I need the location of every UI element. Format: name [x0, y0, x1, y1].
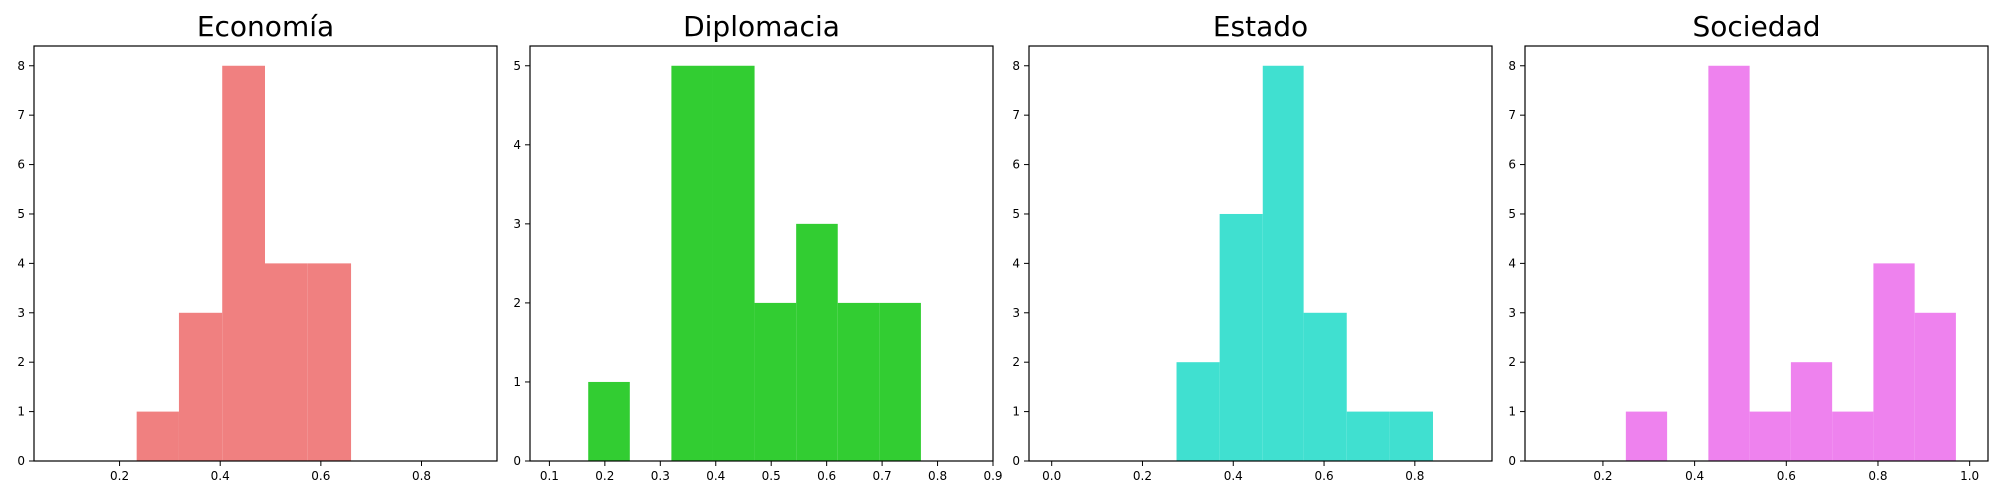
y-tick-label: 6 — [1508, 158, 1516, 172]
x-tick-label: 0.4 — [1224, 469, 1243, 483]
histogram-bar — [1262, 65, 1304, 461]
histogram-bar — [136, 411, 179, 461]
panel-diplomacia: Diplomacia 0.1 0.2 0.3 0.4 0.5 0.6 0.7 0.8 0.9 0 1… — [513, 10, 1002, 483]
x-tick-label: 0.4 — [1685, 469, 1704, 483]
axes-frame — [1524, 45, 1989, 462]
x-tick-label: 0.6 — [1777, 469, 1796, 483]
x-tick-label: 0.6 — [1315, 469, 1334, 483]
histogram-bar — [796, 223, 838, 461]
x-tick-label: 0.4 — [706, 469, 725, 483]
y-tick-label: 1 — [1508, 405, 1516, 419]
y-tick-label: 4 — [17, 256, 25, 270]
histogram-bar — [1832, 411, 1874, 461]
y-tick-label: 6 — [1012, 158, 1020, 172]
x-tick-label: 0.2 — [1593, 469, 1612, 483]
y-tick-label: 6 — [17, 158, 25, 172]
axes-frame — [1028, 45, 1493, 462]
y-tick-label: 4 — [1508, 256, 1516, 270]
x-tick-label: 0.0 — [1042, 469, 1061, 483]
histogram-bar — [264, 263, 308, 461]
panel-title-diplomacia: Diplomacia — [683, 10, 840, 43]
x-tick-label: 0.6 — [817, 469, 836, 483]
histogram-bar — [1790, 362, 1833, 461]
panel-estado: Estado 0.0 0.2 0.4 0.6 0.8 0 1 2 3 4 5 6 7 8 — [1012, 10, 1493, 483]
y-tick-label: 0 — [513, 454, 521, 468]
panel-title-economia: Economía — [197, 10, 334, 43]
histogram-bar — [588, 381, 630, 461]
y-tick-label: 5 — [17, 207, 25, 221]
y-tick-label: 8 — [1012, 59, 1020, 73]
x-tick-label: 0.1 — [540, 469, 559, 483]
histogram-bar — [1625, 411, 1668, 461]
y-tick-label: 4 — [513, 138, 521, 152]
y-tick-label: 3 — [1012, 306, 1020, 320]
x-tick-label: 0.8 — [1868, 469, 1887, 483]
y-tick-label: 7 — [17, 108, 25, 122]
x-tick-label: 0.2 — [595, 469, 614, 483]
x-tick-label: 0.7 — [873, 469, 892, 483]
histogram-bar — [222, 65, 265, 461]
x-tick-label: 0.6 — [311, 469, 330, 483]
histogram-bar — [1873, 263, 1915, 461]
histogram-bar — [671, 65, 713, 461]
y-tick-label: 3 — [1508, 306, 1516, 320]
y-tick-label: 0 — [1012, 454, 1020, 468]
y-tick-label: 8 — [17, 59, 25, 73]
histogram-bar — [1303, 312, 1347, 461]
histogram-bar — [1914, 312, 1956, 461]
histogram-bar — [712, 65, 755, 461]
y-tick-label: 3 — [17, 306, 25, 320]
y-tick-label: 8 — [1508, 59, 1516, 73]
x-tick-label: 0.2 — [110, 469, 129, 483]
histogram-bar — [1389, 411, 1433, 461]
x-tick-label: 0.8 — [1405, 469, 1424, 483]
histogram-bar — [1176, 362, 1220, 461]
y-tick-label: 5 — [513, 59, 521, 73]
y-tick-label: 1 — [1012, 405, 1020, 419]
histogram-bar — [837, 302, 880, 461]
y-tick-label: 0 — [1508, 454, 1516, 468]
x-tick-label: 1.0 — [1960, 469, 1979, 483]
y-tick-label: 7 — [1508, 108, 1516, 122]
y-tick-label: 5 — [1508, 207, 1516, 221]
y-tick-label: 3 — [513, 217, 521, 231]
y-tick-label: 7 — [1012, 108, 1020, 122]
histogram-bar — [754, 302, 797, 461]
panel-sociedad: Sociedad 0.2 0.4 0.6 0.8 1.0 0 1 2 3 4 5 6 7 8 — [1508, 10, 1989, 483]
y-tick-label: 2 — [1012, 355, 1020, 369]
x-tick-label: 0.5 — [762, 469, 781, 483]
y-tick-label: 0 — [17, 454, 25, 468]
y-tick-label: 2 — [1508, 355, 1516, 369]
histogram-bar — [178, 312, 223, 461]
x-tick-label: 0.8 — [928, 469, 947, 483]
histogram-bar — [1219, 213, 1263, 461]
x-tick-label: 0.4 — [211, 469, 230, 483]
y-tick-label: 2 — [17, 355, 25, 369]
histogram-bar — [1346, 411, 1390, 461]
histogram-bar — [879, 302, 921, 461]
x-tick-label: 0.8 — [412, 469, 431, 483]
y-tick-label: 1 — [17, 405, 25, 419]
histogram-bar — [1749, 411, 1791, 461]
histogram-bar — [1708, 65, 1750, 461]
panel-title-estado: Estado — [1213, 10, 1308, 43]
x-tick-label: 0.9 — [983, 469, 1002, 483]
y-tick-label: 4 — [1012, 256, 1020, 270]
panel-title-sociedad: Sociedad — [1692, 10, 1820, 43]
axes-frame — [33, 45, 498, 462]
y-tick-label: 2 — [513, 296, 521, 310]
axes-frame — [529, 45, 994, 462]
y-tick-label: 1 — [513, 375, 521, 389]
histogram-bar — [307, 263, 352, 461]
y-tick-label: 5 — [1012, 207, 1020, 221]
x-tick-label: 0.3 — [651, 469, 670, 483]
panel-economia: Economía 0.2 0.4 0.6 0.8 0 1 2 3 4 5 6 7 8 — [17, 10, 498, 483]
x-tick-label: 0.2 — [1133, 469, 1152, 483]
